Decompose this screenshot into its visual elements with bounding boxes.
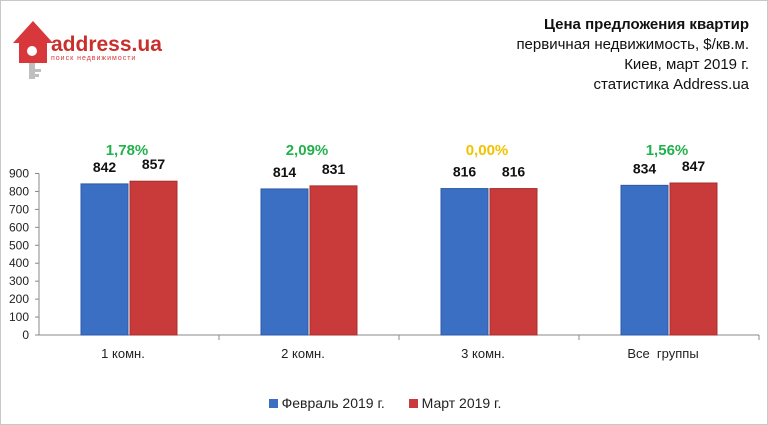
logo-tagline: поиск недвижимости	[51, 55, 136, 62]
legend-item-mar: Март 2019 г.	[408, 395, 502, 411]
change-percent-label: 0,00%	[466, 142, 509, 159]
bar-feb	[620, 184, 669, 336]
bar-feb	[440, 188, 489, 336]
y-tick-label: 600	[9, 220, 29, 234]
chart-title: Цена предложения квартир	[544, 16, 749, 33]
bar-value-label: 842	[93, 159, 117, 175]
house-key-icon	[13, 21, 53, 79]
y-tick-label: 0	[22, 328, 29, 342]
x-category-label: Все группы	[627, 346, 698, 361]
chart-title-block: Цена предложения квартир первичная недви…	[516, 15, 749, 95]
change-percent-label: 1,56%	[646, 142, 689, 159]
chart-legend: Февраль 2019 г. Март 2019 г.	[1, 395, 768, 411]
chart-subtitle-2: Киев, март 2019 г.	[624, 56, 749, 73]
chart-subtitle-3: статистика Address.ua	[593, 76, 750, 93]
bar-value-label: 814	[273, 164, 297, 180]
y-tick-label: 800	[9, 184, 29, 198]
bar-value-label: 831	[322, 161, 346, 177]
x-category-label: 2 комн.	[281, 346, 325, 361]
bar-value-label: 834	[633, 160, 657, 176]
y-tick-label: 400	[9, 256, 29, 270]
bar-value-label: 816	[502, 164, 526, 180]
legend-swatch-mar	[408, 399, 418, 408]
y-tick-label: 200	[9, 292, 29, 306]
y-tick-label: 300	[9, 274, 29, 288]
legend-swatch-feb	[268, 399, 278, 408]
y-tick-label: 100	[9, 310, 29, 324]
bar-value-label: 847	[682, 158, 706, 174]
y-tick-label: 500	[9, 238, 29, 252]
change-percent-label: 1,78%	[106, 142, 149, 159]
y-tick-label: 900	[9, 167, 29, 181]
bar-feb	[80, 183, 129, 336]
bar-mar	[489, 188, 538, 336]
logo-brand: address.ua	[51, 33, 162, 56]
y-tick-label: 700	[9, 202, 29, 216]
chart-subtitle-1: первичная недвижимость, $/кв.м.	[516, 36, 749, 53]
change-percent-label: 2,09%	[286, 142, 329, 159]
legend-label-mar: Март 2019 г.	[421, 395, 502, 411]
legend-item-feb: Февраль 2019 г.	[268, 395, 385, 411]
bar-mar	[129, 180, 178, 336]
x-category-label: 1 комн.	[101, 346, 145, 361]
x-category-label: 3 комн.	[461, 346, 505, 361]
bar-feb	[260, 188, 309, 336]
bar-mar	[669, 182, 718, 336]
address-ua-logo: address.ua поиск недвижимости	[13, 21, 162, 79]
bar-mar	[309, 185, 358, 336]
legend-label-feb: Февраль 2019 г.	[281, 395, 385, 411]
bar-value-label: 857	[142, 156, 166, 172]
bar-value-label: 816	[453, 164, 477, 180]
